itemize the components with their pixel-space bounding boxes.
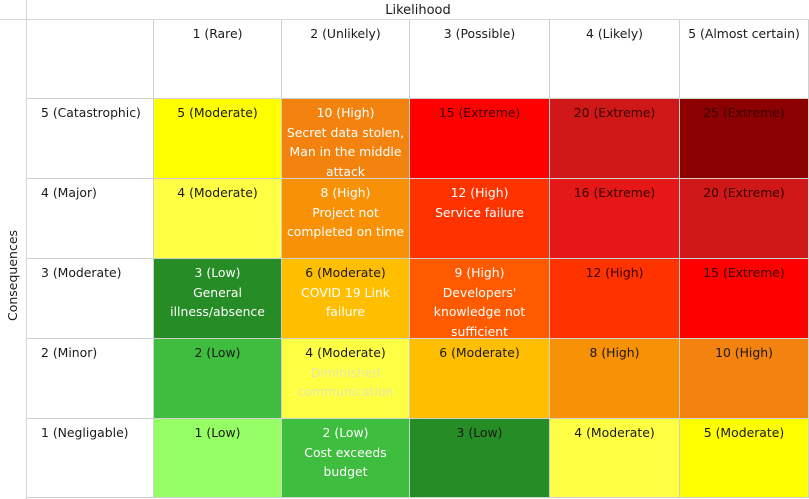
risk-score-label: 12 (High): [585, 265, 644, 280]
risk-cell: 8 (High) Project not completed on time: [282, 179, 410, 259]
risk-description: Cost exceeds budget: [304, 444, 387, 480]
risk-score-label: 8 (High): [589, 345, 640, 360]
column-header-likely: 4 (Likely): [550, 20, 680, 99]
risk-cell: 9 (High) Developers' knowledge not suffic…: [410, 259, 550, 339]
risk-cell: 12 (High): [550, 259, 680, 339]
risk-score-label: 10 (High): [715, 345, 773, 360]
risk-cell: 4 (Moderate): [154, 179, 282, 259]
column-header-possible: 3 (Possible): [410, 20, 550, 99]
risk-cell: 5 (Moderate): [680, 419, 809, 498]
risk-cell: 1 (Low): [154, 419, 282, 498]
risk-score-label: 15 (Extreme): [438, 105, 521, 120]
risk-cell: 15 (Extreme): [410, 99, 550, 179]
risk-description: Developers' knowledge not sufficient: [433, 284, 526, 339]
risk-score-label: 3 (Low): [194, 265, 241, 280]
risk-score-label: 20 (Extreme): [703, 185, 785, 200]
risk-matrix: 1 (Rare) 2 (Unlikely) 3 (Possible) 4 (Li…: [27, 20, 809, 498]
column-header-unlikely: 2 (Unlikely): [282, 20, 410, 99]
matrix-corner: [27, 20, 154, 99]
risk-score-label: 12 (High): [450, 185, 509, 200]
left-divider: [26, 0, 27, 499]
row-header-minor: 2 (Minor): [27, 339, 154, 419]
row-header-catastrophic: 5 (Catastrophic): [27, 99, 154, 179]
risk-score-label: 8 (High): [320, 185, 371, 200]
row-header-moderate: 3 (Moderate): [27, 259, 154, 339]
risk-cell: 12 (High) Service failure: [410, 179, 550, 259]
risk-cell: 2 (Low): [154, 339, 282, 419]
row-header-major: 4 (Major): [27, 179, 154, 259]
risk-cell: 20 (Extreme): [680, 179, 809, 259]
risk-score-label: 25 (Extreme): [703, 105, 785, 120]
risk-description: Diminished communication: [297, 364, 394, 400]
risk-score-label: 15 (Extreme): [703, 265, 785, 280]
risk-description: Service failure: [435, 204, 524, 220]
risk-cell: 15 (Extreme): [680, 259, 809, 339]
risk-score-label: 9 (High): [454, 265, 505, 280]
column-header-almost-certain: 5 (Almost certain): [680, 20, 809, 99]
risk-score-label: 4 (Moderate): [305, 345, 386, 360]
risk-score-label: 4 (Moderate): [574, 425, 655, 440]
risk-cell: 20 (Extreme): [550, 99, 680, 179]
risk-cell: 3 (Low): [410, 419, 550, 498]
risk-score-label: 6 (Moderate): [439, 345, 520, 360]
risk-cell: 3 (Low) General illness/absence: [154, 259, 282, 339]
risk-score-label: 3 (Low): [456, 425, 503, 440]
risk-score-label: 5 (Moderate): [177, 105, 258, 120]
column-header-rare: 1 (Rare): [154, 20, 282, 99]
risk-score-label: 2 (Low): [194, 345, 241, 360]
risk-score-label: 2 (Low): [322, 425, 369, 440]
risk-cell: 4 (Moderate) Diminished communication: [282, 339, 410, 419]
top-left-blank: [0, 0, 27, 20]
likelihood-title: Likelihood: [27, 0, 809, 20]
risk-description: General illness/absence: [170, 284, 265, 320]
risk-cell: 5 (Moderate): [154, 99, 282, 179]
risk-score-label: 4 (Moderate): [177, 185, 258, 200]
row-header-negligable: 1 (Negligable): [27, 419, 154, 498]
risk-cell: 10 (High): [680, 339, 809, 419]
risk-cell: 25 (Extreme): [680, 99, 809, 179]
risk-score-label: 6 (Moderate): [305, 265, 386, 280]
risk-description: Project not completed on time: [286, 204, 405, 240]
risk-score-label: 5 (Moderate): [703, 425, 785, 440]
risk-score-label: 16 (Extreme): [573, 185, 656, 200]
risk-description: COVID 19 Link failure: [301, 284, 390, 320]
risk-cell: 6 (Moderate) COVID 19 Link failure: [282, 259, 410, 339]
risk-score-label: 10 (High): [316, 105, 375, 120]
risk-cell: 2 (Low) Cost exceeds budget: [282, 419, 410, 498]
risk-score-label: 1 (Low): [194, 425, 241, 440]
risk-cell: 10 (High) Secret data stolen, Man in the …: [282, 99, 410, 179]
risk-score-label: 20 (Extreme): [573, 105, 656, 120]
consequences-title: Consequences: [5, 229, 21, 321]
consequences-title-container: Consequences: [0, 225, 29, 325]
risk-description: Secret data stolen, Man in the middle at…: [286, 124, 405, 179]
risk-cell: 16 (Extreme): [550, 179, 680, 259]
risk-cell: 6 (Moderate): [410, 339, 550, 419]
risk-cell: 4 (Moderate): [550, 419, 680, 498]
risk-cell: 8 (High): [550, 339, 680, 419]
